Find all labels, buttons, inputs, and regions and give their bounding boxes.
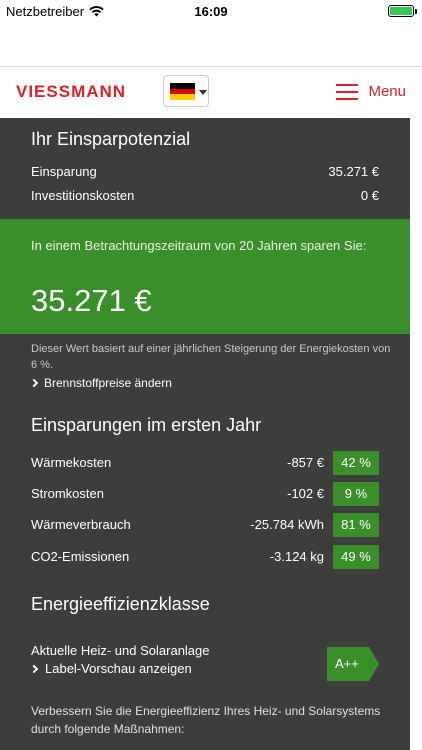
- label-preview-text: Label-Vorschau anzeigen: [45, 661, 192, 676]
- savings-label: Wärmeverbrauch: [31, 517, 131, 532]
- potential-row-savings: Einsparung 35.271 €: [31, 164, 379, 179]
- carrier-label: Netzbetreiber: [6, 4, 85, 19]
- chevron-right-icon: [29, 664, 39, 673]
- chevron-down-icon: [199, 90, 207, 95]
- status-bar: Netzbetreiber 16:09: [0, 0, 422, 22]
- top-spacer: [0, 22, 422, 66]
- german-flag-icon: [170, 83, 195, 100]
- savings-label: CO2-Emissionen: [31, 549, 130, 564]
- savings-percent-badge: 9 %: [333, 482, 379, 506]
- efficiency-class: A++: [335, 656, 359, 671]
- row-value: 0 €: [360, 188, 379, 203]
- savings-label: Wärmekosten: [31, 455, 112, 470]
- potential-row-investment: Investitionskosten 0 €: [31, 188, 379, 203]
- wifi-icon: [89, 6, 104, 17]
- highlight-amount: 35.271 €: [31, 283, 152, 318]
- savings-value: -102 €: [287, 486, 324, 501]
- menu-label: Menu: [368, 83, 406, 100]
- savings-percent-badge: 81 %: [333, 513, 379, 537]
- potential-title: Ihr Einsparpotenzial: [31, 129, 191, 149]
- savings-row: CO2-Emissionen -3.124 kg 49 %: [31, 545, 379, 569]
- language-select[interactable]: [163, 75, 209, 107]
- row-value: 35.271 €: [328, 164, 379, 179]
- highlight-text: In einem Betrachtungszeitraum von 20 Jah…: [31, 238, 367, 253]
- savings-value: -3.124 kg: [269, 549, 324, 564]
- efficiency-label: Aktuelle Heiz- und Solaranlage: [31, 643, 210, 658]
- assumption-note: Dieser Wert basiert auf einer jährlichen…: [31, 343, 391, 371]
- fuel-prices-link[interactable]: Brennstoffpreise ändern: [29, 376, 172, 390]
- savings-value: -857 €: [287, 455, 324, 470]
- savings-row: Stromkosten -102 € 9 %: [31, 482, 379, 506]
- fuel-prices-label: Brennstoffpreise ändern: [44, 376, 172, 390]
- viessmann-logo[interactable]: VIESSMANN: [16, 82, 127, 101]
- row-label: Investitionskosten: [31, 188, 135, 203]
- battery-icon: [388, 5, 417, 17]
- savings-percent-badge: 49 %: [333, 545, 379, 569]
- savings-row: Wärmeverbrauch -25.784 kWh 81 %: [31, 513, 379, 537]
- app-header: VIESSMANN Menu: [0, 66, 422, 118]
- carrier: Netzbetreiber: [6, 4, 104, 19]
- menu-button[interactable]: Menu: [336, 83, 406, 100]
- savings-label: Stromkosten: [31, 486, 104, 501]
- efficiency-class-badge: A++: [327, 647, 379, 681]
- hamburger-icon: [336, 83, 359, 100]
- label-preview-link[interactable]: Label-Vorschau anzeigen: [29, 661, 192, 676]
- savings-row: Wärmekosten -857 € 42 %: [31, 451, 379, 475]
- efficiency-title: Energieeffizienzklasse: [31, 594, 210, 614]
- improvement-text: Verbessern Sie die Energieeffizienz Ihre…: [31, 704, 381, 736]
- savings-percent-badge: 42 %: [333, 451, 379, 475]
- first-year-title: Einsparungen im ersten Jahr: [31, 415, 262, 435]
- savings-value: -25.784 kWh: [250, 517, 324, 532]
- chevron-right-icon: [29, 378, 39, 388]
- clock: 16:09: [194, 4, 228, 19]
- scrollbar-track[interactable]: [410, 118, 422, 750]
- row-label: Einsparung: [31, 164, 97, 179]
- savings-highlight: In einem Betrachtungszeitraum von 20 Jah…: [0, 219, 410, 334]
